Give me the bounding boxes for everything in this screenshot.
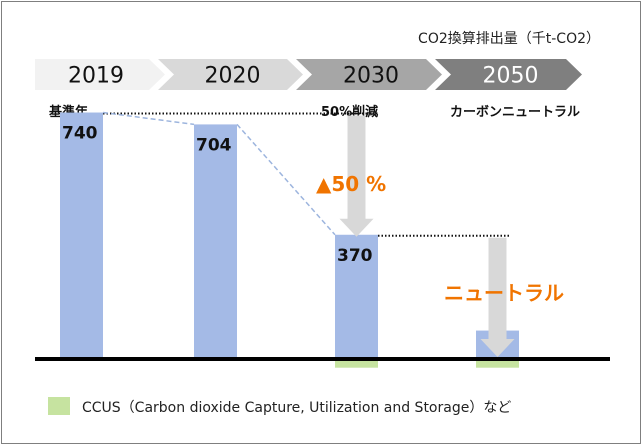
year-label-2020: 2020	[205, 64, 261, 89]
year-label-2030: 2030	[343, 64, 399, 89]
trend-line-2019-2020	[102, 111, 195, 126]
legend-label-ccus: CCUS（Carbon dioxide Capture, Utilization…	[82, 400, 511, 416]
unit-label: CO2換算排出量（千t-CO2）	[418, 31, 600, 47]
year-label-2019: 2019	[68, 64, 124, 89]
bar-2020	[194, 124, 237, 357]
ccus-bar-2030	[335, 357, 378, 368]
ccus-layer	[335, 357, 519, 368]
value-label-2020: 704	[196, 135, 232, 155]
year-chevron-2019	[35, 59, 165, 90]
trend-line-2020-2030	[236, 123, 336, 236]
value-label-2019: 740	[62, 124, 98, 144]
bar-2019	[60, 112, 103, 358]
sublabel-2050: カーボンニュートラル	[450, 104, 580, 120]
bar-2030	[335, 234, 378, 357]
down-arrow-2030	[339, 115, 374, 237]
bars-layer	[60, 112, 519, 358]
down-arrow-2050	[480, 237, 515, 357]
year-chevron-2020	[158, 59, 303, 90]
ccus-bar-2050	[476, 357, 519, 368]
value-labels: 740 704 370	[62, 124, 373, 266]
legend-swatch-ccus	[48, 397, 70, 415]
neutral-annotation: ニュートラル	[444, 281, 564, 305]
year-chevron-2050	[435, 59, 582, 90]
year-chevron-2030	[296, 59, 442, 90]
reduction-annotation: ▲50 %	[316, 172, 386, 196]
year-label-2050: 2050	[483, 64, 539, 89]
value-label-2030: 370	[337, 246, 373, 266]
arrows-layer	[339, 115, 515, 357]
year-timeline: 2019 2020 2030 2050	[35, 59, 582, 90]
guide-lines	[102, 111, 509, 237]
